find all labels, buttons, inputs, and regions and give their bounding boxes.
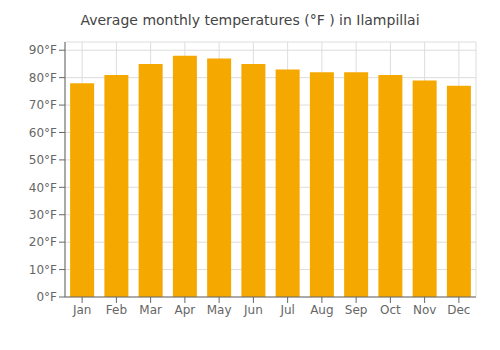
svg-text:Apr: Apr — [174, 303, 195, 317]
svg-text:Jan: Jan — [72, 303, 92, 317]
svg-text:Dec: Dec — [447, 303, 470, 317]
svg-text:May: May — [207, 303, 232, 317]
html-text:Average monthly temperatures (: Average monthly temperatures (°F ) in Il… — [80, 12, 420, 28]
svg-text:10°F: 10°F — [29, 263, 57, 277]
svg-text:80°F: 80°F — [29, 71, 57, 85]
svg-text:60°F: 60°F — [29, 126, 57, 140]
svg-text:70°F: 70°F — [29, 98, 57, 112]
svg-text:Jul: Jul — [279, 303, 294, 317]
svg-text:Sep: Sep — [345, 303, 368, 317]
svg-text:Oct: Oct — [380, 303, 401, 317]
svg-text:Aug: Aug — [310, 303, 333, 317]
svg-text:20°F: 20°F — [29, 235, 57, 249]
svg-text:Jun: Jun — [243, 303, 263, 317]
svg-text:40°F: 40°F — [29, 181, 57, 195]
svg-text:90°F: 90°F — [29, 43, 57, 57]
svg-text:Nov: Nov — [413, 303, 436, 317]
svg-text:30°F: 30°F — [29, 208, 57, 222]
svg-text:Mar: Mar — [139, 303, 162, 317]
svg-text:Feb: Feb — [106, 303, 127, 317]
svg-text:50°F: 50°F — [29, 153, 57, 167]
svg-text:0°F: 0°F — [36, 290, 57, 304]
